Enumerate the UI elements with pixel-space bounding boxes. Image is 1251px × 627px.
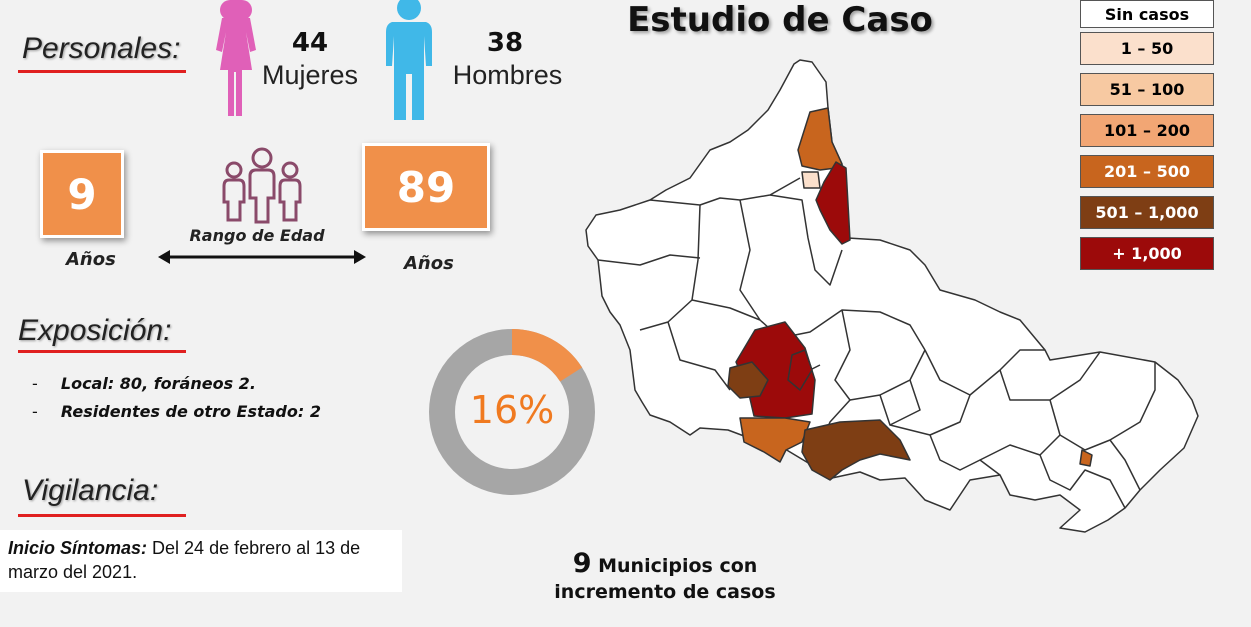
municipality-501-1000 (801, 419, 911, 481)
map-border (649, 177, 801, 206)
age-range-arrow (158, 250, 366, 264)
man-icon (386, 0, 432, 120)
municipality-1000-plus (815, 161, 851, 245)
map-border (1039, 454, 1126, 509)
exposicion-local-text: Local: 80, foráneos 2. (60, 374, 256, 393)
exposicion-heading: Exposición: (18, 314, 172, 347)
municipios-caption: 9 Municipios con incremento de casos (520, 548, 810, 603)
municipios-line2: incremento de casos (554, 581, 776, 603)
map-border (924, 349, 1045, 396)
municipality-201-500 (1079, 449, 1093, 467)
municipality-1-50 (801, 171, 821, 189)
municipios-text-1: Municipios con (591, 555, 758, 577)
exposicion-dash: - (32, 402, 38, 421)
exposicion-residentes-text: Residentes de otro Estado: 2 (60, 402, 321, 421)
vigilancia-underline (18, 514, 186, 517)
inicio-sintomas-box: Inicio Síntomas: Del 24 de febrero al 13… (0, 530, 402, 592)
legend-item-sin-casos: Sin casos (1080, 0, 1214, 28)
map-border (769, 194, 843, 286)
exposicion-dash: - (32, 374, 38, 393)
exposicion-item: - Local: 80, foráneos 2. (32, 374, 256, 393)
personales-underline (18, 70, 186, 73)
municipios-line1: 9 Municipios con (520, 548, 810, 579)
municipios-count: 9 (572, 548, 592, 579)
map-border (667, 321, 731, 391)
map-border (691, 299, 926, 351)
inicio-sintomas-label: Inicio Síntomas: (8, 538, 148, 558)
map-border (929, 434, 1001, 476)
map-border (597, 254, 701, 266)
age-max-unit: Años (404, 253, 454, 274)
exposicion-item: - Residentes de otro Estado: 2 (32, 402, 321, 421)
legend-item-1000-plus: + 1,000 (1080, 237, 1214, 270)
personales-heading: Personales: (22, 32, 181, 65)
legend-item-201-500: 201 – 500 (1080, 155, 1214, 188)
map-border (889, 379, 921, 426)
men-label: Hombres (452, 60, 563, 90)
men-count: 38 (486, 28, 524, 58)
legend-item-51-100: 51 – 100 (1080, 73, 1214, 106)
municipality-1000-plus (787, 349, 813, 391)
people-group-icon (222, 147, 302, 224)
state-map (585, 59, 1199, 533)
donut-fill (429, 329, 595, 495)
woman-icon (216, 0, 256, 116)
inicio-sintomas-text: Del 24 de febrero al 13 de marzo del 202… (8, 538, 361, 582)
age-min-box: 9 (40, 150, 124, 238)
exposicion-underline (18, 350, 186, 353)
women-count: 44 (291, 28, 329, 58)
map-border (739, 199, 761, 321)
percentage-donut (429, 329, 595, 495)
map-outline (585, 59, 1199, 533)
donut-percent-label: 16% (469, 388, 555, 432)
vigilancia-heading: Vigilancia: (22, 474, 159, 507)
women-label: Mujeres (261, 60, 359, 90)
age-range-label: Rango de Edad (189, 226, 325, 245)
map-border (979, 434, 1061, 461)
age-max-box: 89 (362, 143, 490, 231)
legend-item-1-50: 1 – 50 (1080, 32, 1214, 65)
legend-item-501-1000: 501 – 1,000 (1080, 196, 1214, 229)
page-title: Estudio de Caso (627, 0, 933, 40)
municipality-501-1000 (727, 361, 769, 399)
municipality-201-500 (739, 417, 811, 463)
legend: Sin casos 1 – 50 51 – 100 101 – 200 201 … (1080, 0, 1214, 270)
legend-item-101-200: 101 – 200 (1080, 114, 1214, 147)
map-border (1109, 439, 1141, 491)
age-min-unit: Años (66, 249, 116, 270)
